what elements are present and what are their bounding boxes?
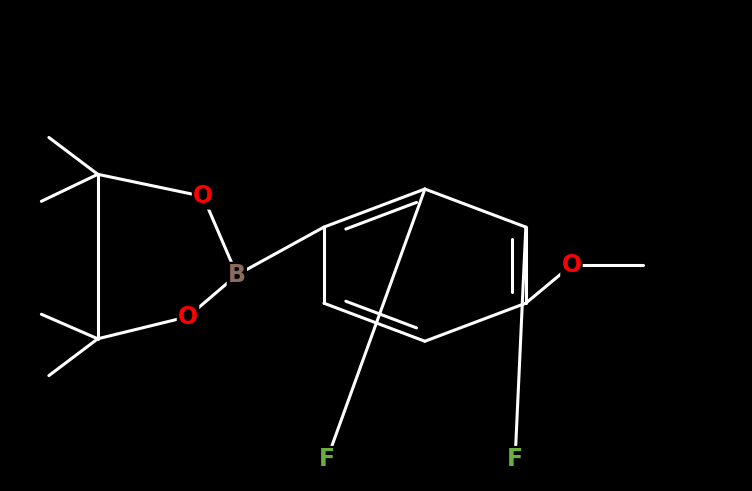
Text: B: B xyxy=(228,263,246,287)
Text: F: F xyxy=(507,447,523,471)
Text: O: O xyxy=(193,185,213,208)
Text: F: F xyxy=(319,447,335,471)
Text: O: O xyxy=(178,305,198,328)
Text: O: O xyxy=(562,253,581,277)
